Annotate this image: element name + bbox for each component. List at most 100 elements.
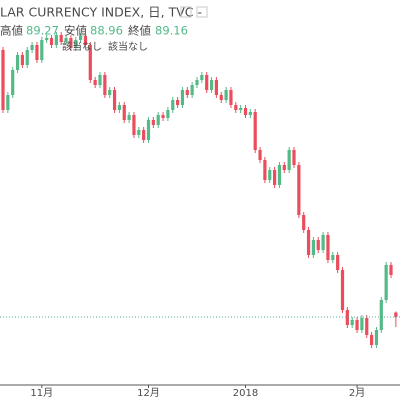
candle-body (340, 270, 345, 310)
candle-body (195, 80, 199, 85)
candle-body (258, 150, 262, 160)
candle-body (1, 50, 5, 110)
candle-body (302, 215, 306, 230)
candle-body (45, 38, 49, 40)
candle-body (117, 105, 121, 110)
low-value: 88.96 (90, 24, 123, 38)
candle-body (108, 90, 112, 95)
candle-body (239, 108, 243, 110)
candle-body (151, 120, 155, 125)
candle-body (345, 310, 349, 325)
high-value: 89.27 (26, 24, 59, 38)
candle-body (268, 170, 272, 180)
candle-body (360, 318, 364, 330)
candle-body (176, 100, 180, 105)
candle-body (122, 105, 126, 120)
candle-body (219, 95, 223, 100)
chart-title: LAR CURRENCY INDEX, 日, TVC - (0, 5, 202, 20)
candle-body (277, 165, 282, 185)
x-tick-label: 2月 (349, 387, 365, 399)
candle-body (54, 35, 58, 45)
candle-body (15, 55, 20, 70)
candle-body (83, 36, 88, 45)
candle-body (59, 35, 63, 42)
candle-body (98, 75, 102, 85)
candle-body (394, 312, 398, 317)
candle-body (69, 38, 73, 48)
candle-body (40, 40, 44, 60)
x-axis-labels: 11月 12月 2018 2月 (30, 385, 365, 399)
candle-body (156, 115, 160, 125)
candle-body (389, 265, 393, 275)
icon[interactable] (180, 6, 192, 18)
candle-body (146, 120, 151, 140)
candle-body (171, 100, 175, 110)
candle-body (166, 110, 170, 118)
note: 該当なし (62, 40, 102, 53)
candle-body (142, 130, 146, 140)
candle-body (224, 90, 228, 100)
candle-body (93, 80, 97, 85)
candle-body (229, 90, 233, 105)
candle-body (263, 160, 267, 180)
candle-body (190, 85, 194, 95)
note: 該当なし (108, 40, 148, 53)
candle-body (132, 115, 136, 135)
candle-body (137, 130, 141, 135)
candle-body (243, 108, 248, 115)
candle-body (209, 80, 214, 90)
candles (0, 32, 400, 348)
candle-body (88, 45, 92, 80)
candle-body (234, 105, 238, 110)
candle-body (112, 90, 117, 110)
icon[interactable] (196, 6, 208, 18)
candle-body (292, 150, 296, 165)
x-axis-area (0, 385, 400, 400)
candle-body (35, 45, 39, 60)
candle-body (214, 80, 218, 95)
candle-body (316, 240, 320, 250)
candle-body (379, 300, 383, 330)
candle-body (306, 230, 311, 255)
candle-body (370, 335, 374, 345)
candle-body (161, 115, 165, 118)
x-tick-label: 12月 (137, 387, 160, 399)
candle-body (49, 38, 54, 45)
candle-body (248, 112, 252, 115)
candle-body (127, 115, 131, 120)
low-label: 安値 (64, 24, 87, 38)
close-label: 終値 (128, 24, 151, 38)
candle-body (374, 330, 379, 345)
candle-body (336, 255, 340, 270)
candle-body (350, 320, 354, 325)
x-tick-label: 11月 (30, 387, 53, 399)
candle-body (11, 70, 15, 95)
candle-body (180, 90, 185, 105)
candle-body (287, 150, 291, 170)
candle-body (25, 50, 29, 65)
candle-body (205, 75, 209, 90)
candle-body (185, 90, 189, 95)
candle-body (331, 255, 335, 260)
candle-body (355, 320, 359, 330)
candle-body (365, 318, 369, 335)
candle-body (384, 265, 388, 300)
candle-body (321, 235, 325, 250)
candle-body (30, 45, 34, 50)
candle-body (273, 170, 277, 185)
candle-body (326, 235, 330, 260)
candle-body (103, 75, 107, 95)
close-value: 89.16 (155, 24, 188, 38)
candle-body (6, 95, 10, 110)
candle-body (200, 75, 204, 80)
candle-body (253, 112, 257, 150)
high-label: 高値 (0, 24, 23, 38)
candle-body (79, 36, 83, 40)
candle-body (64, 38, 68, 42)
candle-body (74, 40, 78, 48)
candle-body (282, 165, 286, 170)
candle-body (297, 165, 301, 215)
